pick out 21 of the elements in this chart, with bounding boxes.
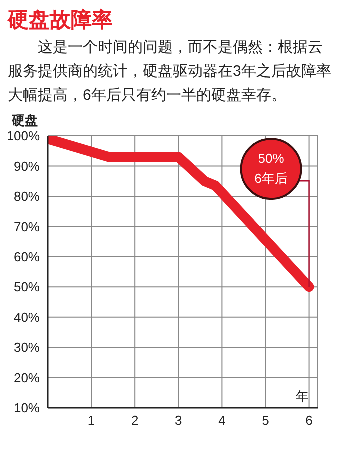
y-tick-label: 100% bbox=[6, 128, 40, 144]
y-tick-label: 30% bbox=[14, 340, 40, 356]
y-tick-label: 60% bbox=[14, 250, 40, 265]
x-axis-title: 年 bbox=[296, 388, 309, 406]
x-tick-label: 6 bbox=[306, 413, 313, 428]
y-tick-label: 50% bbox=[14, 280, 40, 295]
x-tick-label: 5 bbox=[262, 413, 270, 428]
y-tick-label: 80% bbox=[14, 189, 40, 204]
y-tick-label: 40% bbox=[14, 310, 40, 325]
annotation: 50% 6年后 bbox=[254, 150, 289, 188]
x-tick-label: 2 bbox=[131, 413, 139, 428]
x-tick-label: 3 bbox=[175, 413, 182, 428]
y-tick-label: 70% bbox=[14, 219, 40, 234]
y-tick-label: 10% bbox=[14, 400, 40, 416]
y-axis-title: 硬盘 bbox=[12, 112, 38, 130]
chart-subtitle: 这是一个时间的问题，而不是偶然：根据云服务提供商的统计，硬盘驱动器在3年之后故障率大幅提高，6年后只有约一半的硬盘幸存。 bbox=[8, 38, 332, 106]
y-tick-label: 20% bbox=[14, 370, 40, 386]
y-tick-label: 90% bbox=[14, 158, 40, 174]
chart-title: 硬盘故障率 bbox=[8, 8, 114, 34]
x-tick-label: 4 bbox=[218, 413, 226, 428]
x-tick-label: 1 bbox=[88, 413, 96, 428]
